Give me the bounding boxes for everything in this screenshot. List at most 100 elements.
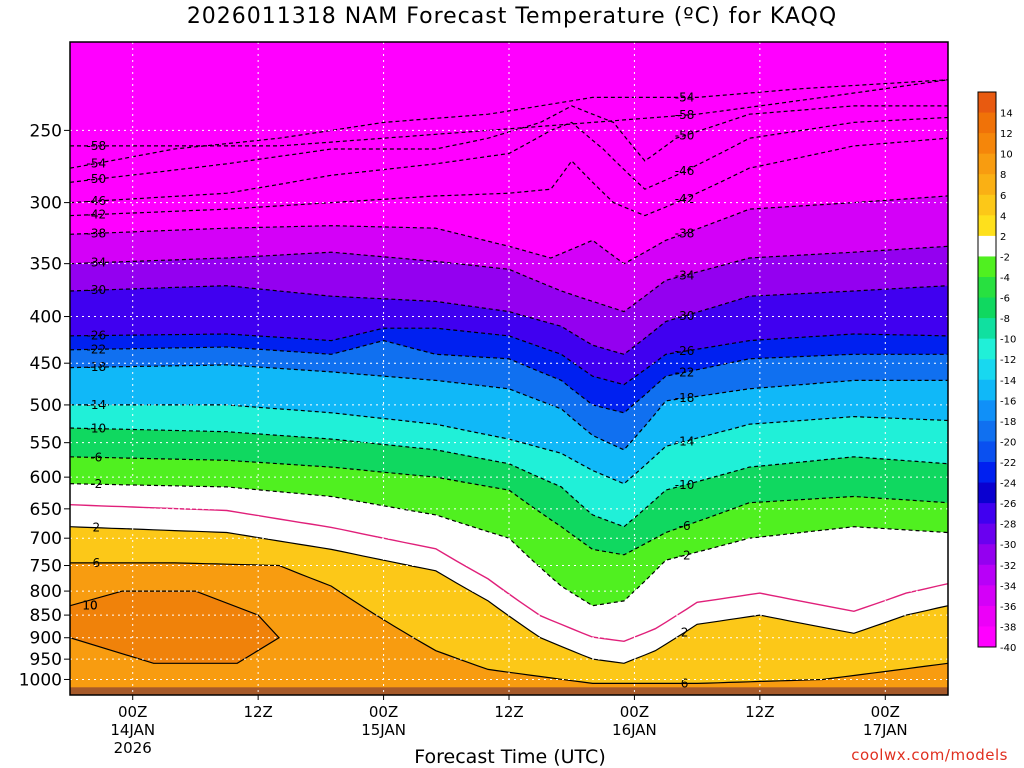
colorbar-swatch xyxy=(978,441,996,463)
y-tick-label: 650 xyxy=(30,500,62,520)
colorbar-swatch xyxy=(978,523,996,545)
contour--26 xyxy=(70,327,948,386)
contour-label: -38 xyxy=(87,226,107,240)
colorbar-label: -22 xyxy=(1000,458,1016,469)
colorbar-swatch xyxy=(978,605,996,627)
colorbar-swatch xyxy=(978,400,996,422)
colorbar-swatch xyxy=(978,626,996,648)
contour-label: -18 xyxy=(675,391,695,405)
plot-area: -58-58-54-54-50-50-46-46-42-42-38 -38-34-… xyxy=(70,42,948,695)
y-tick-label: 400 xyxy=(30,308,62,328)
colorbar-swatch xyxy=(978,338,996,360)
x-tick-label: 12Z xyxy=(745,703,774,721)
x-tick-date: 17JAN xyxy=(863,721,908,739)
contour-label: -18 xyxy=(87,360,107,374)
contour--6 xyxy=(70,456,948,556)
contour-label: -42 xyxy=(87,208,107,222)
colorbar-label: -4 xyxy=(1000,273,1010,284)
x-tick-date: 16JAN xyxy=(612,721,657,739)
x-tick-label: 00Z xyxy=(871,703,900,721)
temp-band xyxy=(70,562,948,695)
colorbar-swatch xyxy=(978,194,996,216)
colorbar-label: -12 xyxy=(1000,355,1016,366)
x-axis-label: Forecast Time (UTC) xyxy=(414,746,606,768)
contour--54 xyxy=(70,79,948,169)
contour-label: -42 xyxy=(675,192,695,206)
colorbar-label: -34 xyxy=(1000,581,1016,592)
contour-label: -22 xyxy=(675,365,695,379)
y-tick-label: 500 xyxy=(30,396,62,416)
colorbar-swatch xyxy=(978,379,996,401)
contour-label: -58 xyxy=(87,139,107,153)
colorbar-label: 6 xyxy=(1000,191,1006,202)
y-tick-label: 700 xyxy=(30,529,62,549)
colorbar-label: -24 xyxy=(1000,479,1016,490)
contour-label: -58 xyxy=(675,108,695,122)
contour-label: -30 xyxy=(87,283,107,297)
colorbar-swatch xyxy=(978,359,996,381)
contour-label: 10 xyxy=(82,599,97,613)
colorbar-label: -10 xyxy=(1000,335,1016,346)
contour-label: -2 xyxy=(679,548,691,562)
y-tick-label: 550 xyxy=(30,434,62,454)
colorbar-swatch xyxy=(978,174,996,196)
colorbar-swatch xyxy=(978,215,996,237)
colorbar-swatch xyxy=(978,585,996,607)
colorbar-label: 8 xyxy=(1000,170,1006,181)
x-tick-date: 2026 xyxy=(114,739,152,757)
contour-label: 10 xyxy=(82,599,97,613)
colorbar-label: -28 xyxy=(1000,520,1016,531)
contour-label: -26 xyxy=(675,344,695,358)
colorbar-label: -8 xyxy=(1000,314,1010,325)
x-tick-label: 00Z xyxy=(620,703,649,721)
y-tick-label: 900 xyxy=(30,629,62,649)
colorbar-swatch xyxy=(978,153,996,175)
y-tick-label: 450 xyxy=(30,354,62,374)
colorbar-label: -32 xyxy=(1000,561,1016,572)
contour-2 xyxy=(70,526,948,664)
credit-link[interactable]: coolwx.com/models xyxy=(851,746,1008,764)
contour-label: 2 xyxy=(93,521,101,535)
contour--42 xyxy=(70,137,948,217)
colorbar-label: -20 xyxy=(1000,437,1016,448)
colorbar-label: -14 xyxy=(1000,376,1016,387)
colorbar-label: -26 xyxy=(1000,499,1016,510)
y-tick-label: 800 xyxy=(30,582,62,602)
x-tick-label: 00Z xyxy=(369,703,398,721)
y-tick-label: 600 xyxy=(30,468,62,488)
colorbar-swatch xyxy=(978,112,996,134)
contour-label: 2 xyxy=(681,625,689,639)
contour-label: -50 xyxy=(675,129,695,143)
colorbar-label: -38 xyxy=(1000,622,1016,633)
x-tick-label: 12Z xyxy=(243,703,272,721)
y-tick-label: 950 xyxy=(30,650,62,670)
x-tick-label: 12Z xyxy=(494,703,523,721)
contour-label: -30 xyxy=(675,309,695,323)
contour-label: -50 xyxy=(87,172,107,186)
colorbar-swatch xyxy=(978,462,996,484)
contour-label: -22 xyxy=(87,342,107,356)
colorbar-swatch xyxy=(978,564,996,586)
contour-label: -14 xyxy=(87,398,107,412)
contour-label: -46 xyxy=(675,164,695,178)
colorbar-swatch xyxy=(978,256,996,278)
contour--30 xyxy=(70,285,948,355)
contour-label: -6 xyxy=(679,519,691,533)
colorbar-swatch xyxy=(978,133,996,155)
colorbar-swatch xyxy=(978,92,996,114)
colorbar-swatch xyxy=(978,503,996,525)
colorbar-label: 4 xyxy=(1000,211,1006,222)
colorbar-label: 2 xyxy=(1000,232,1006,243)
colorbar-frame xyxy=(977,91,997,648)
contour-label: -46 xyxy=(87,194,107,208)
chart-title: 2026011318 NAM Forecast Temperature (ºC)… xyxy=(186,4,838,29)
colorbar-label: -40 xyxy=(1000,643,1016,654)
colorbar-swatch xyxy=(978,297,996,319)
contour-label: -6 xyxy=(90,450,102,464)
colorbar-swatch xyxy=(978,318,996,340)
colorbar-label: -18 xyxy=(1000,417,1016,428)
y-tick-label: 750 xyxy=(30,557,62,577)
colorbar-label: -36 xyxy=(1000,602,1016,613)
y-tick-label: 250 xyxy=(30,121,62,141)
